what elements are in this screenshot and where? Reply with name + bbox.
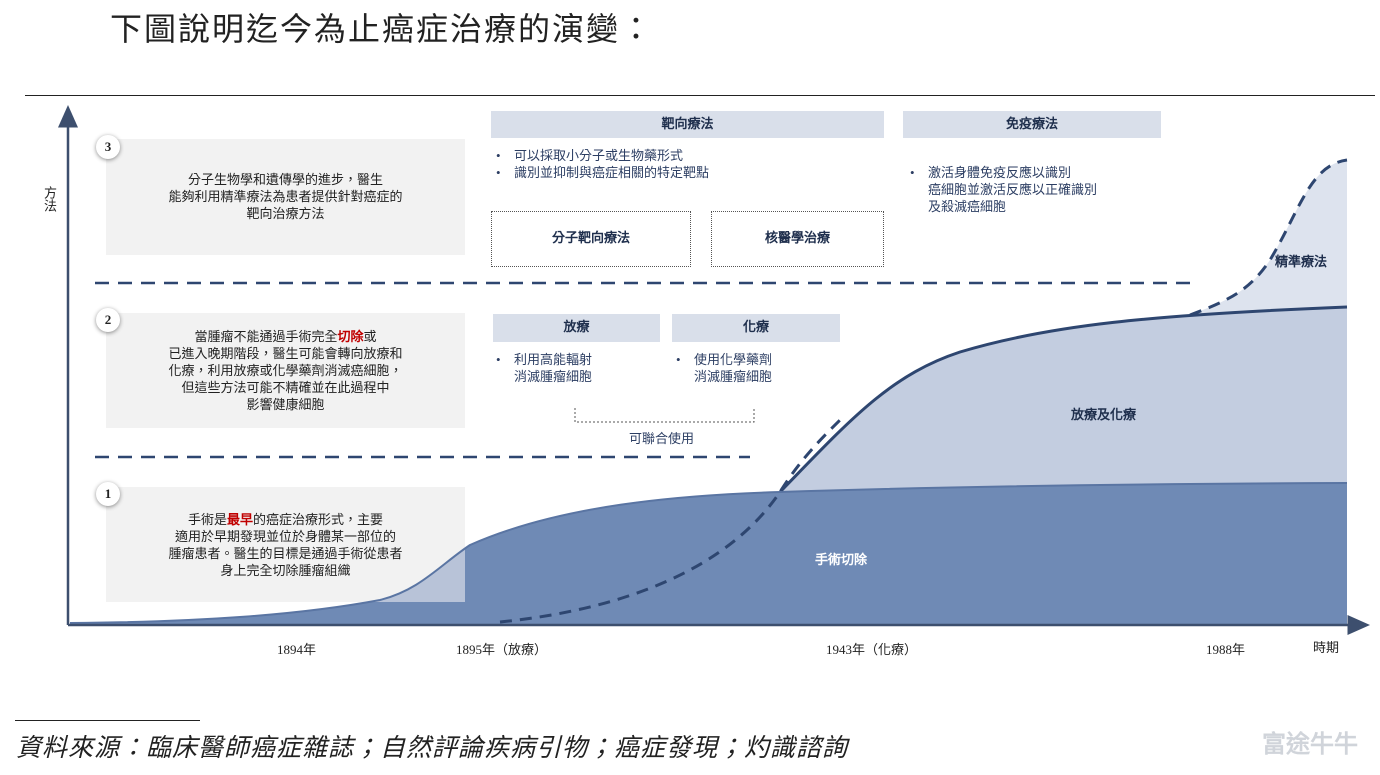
surgery-curve bbox=[69, 482, 1348, 624]
therapy-box: 分子靶向療法 bbox=[491, 211, 691, 267]
surgery-area bbox=[70, 483, 1347, 625]
x-tick-label: 1943年（化療） bbox=[826, 642, 918, 657]
radio-chemo-area bbox=[780, 307, 1347, 492]
level-number: 1 bbox=[96, 482, 120, 506]
bullet-line: 識別並抑制與癌症相關的特定靶點 bbox=[514, 165, 710, 180]
therapy-box: 核醫學治療 bbox=[711, 211, 884, 267]
x-tick-label: 1988年 bbox=[1206, 642, 1246, 657]
x-tick-label: 1894年 bbox=[277, 642, 317, 657]
y-axis-label: 方法 bbox=[42, 186, 57, 212]
description-text: 能夠利用精準療法為患者提供針對癌症的 bbox=[168, 189, 403, 204]
bullet-line: 癌細胞並激活反應以正確識別 bbox=[928, 182, 1098, 197]
description-text: 的癌症治療形式，主要 bbox=[253, 511, 384, 527]
combined-label: 可聯合使用 bbox=[629, 431, 695, 446]
description-text: 身上完全切除腫瘤組織 bbox=[220, 562, 351, 578]
level-description: 分子生物學和遺傳學的進步，醫生能夠利用精準療法為患者提供針對癌症的 靶向治療方法 bbox=[106, 171, 465, 222]
description-text: 手術是 bbox=[187, 511, 227, 527]
section-header: 靶向療法 bbox=[491, 111, 884, 138]
x-tick-label: 1895年（放療） bbox=[456, 642, 548, 657]
description-text: 適用於早期發現並位於身體某一部位的 bbox=[174, 528, 396, 544]
description-emphasis: 切除 bbox=[337, 329, 364, 344]
description-text: 已進入晚期階段，醫生可能會轉向放療和 bbox=[168, 346, 403, 361]
precision-area bbox=[1190, 160, 1347, 315]
x-axis-label: 時期 bbox=[1313, 640, 1340, 655]
description-text: 分子生物學和遺傳學的進步，醫生 bbox=[187, 172, 383, 187]
description-line: 影響健康細胞 bbox=[106, 396, 465, 413]
description-text: 腫瘤患者。醫生的目標是通過手術從患者 bbox=[168, 545, 403, 561]
level-box bbox=[106, 313, 465, 428]
bullet-line: 可以採取小分子或生物藥形式 bbox=[514, 148, 684, 163]
area-label: 精準療法 bbox=[1275, 255, 1328, 270]
description-text: 當腫瘤不能通過手術完全 bbox=[194, 329, 338, 344]
description-line: 分子生物學和遺傳學的進步，醫生 bbox=[106, 171, 465, 188]
bullet-line: 及殺滅癌細胞 bbox=[928, 199, 1007, 214]
description-line: 身上完全切除腫瘤組織 bbox=[106, 562, 465, 579]
source-rule bbox=[15, 720, 200, 721]
description-line: 靶向治療方法 bbox=[106, 205, 465, 222]
bullet-line: 利用高能輻射 bbox=[514, 352, 593, 367]
page-title: 下圖說明迄今為止癌症治療的演變： bbox=[110, 11, 655, 47]
description-emphasis: 最早 bbox=[226, 511, 253, 527]
bullet-line: 消滅腫瘤細胞 bbox=[694, 369, 773, 384]
bullet-line: 激活身體免疫反應以識別 bbox=[928, 165, 1072, 180]
description-text: 但這些方法可能不精確並在此過程中 bbox=[181, 380, 390, 395]
surgery-area-overlay bbox=[368, 548, 465, 602]
level-number: 2 bbox=[96, 308, 120, 332]
description-line: 當腫瘤不能通過手術完全切除或 bbox=[106, 328, 465, 345]
bullet-line: 使用化學藥劑 bbox=[694, 352, 773, 367]
description-line: 已進入晚期階段，醫生可能會轉向放療和 bbox=[106, 345, 465, 362]
description-line: 適用於早期發現並位於身體某一部位的 bbox=[106, 528, 465, 545]
area-label: 手術切除 bbox=[815, 553, 868, 568]
radio-chemo-curve bbox=[778, 305, 1348, 494]
bullet-item: 識別並抑制與癌症相關的特定靶點 bbox=[494, 164, 709, 181]
description-line: 手術是最早的癌症治療形式，主要 bbox=[106, 511, 465, 528]
level-box bbox=[106, 487, 465, 602]
section-header: 放療 bbox=[493, 314, 660, 342]
bullet-line: 消滅腫瘤細胞 bbox=[514, 369, 593, 384]
watermark: 富途牛牛 bbox=[1262, 730, 1358, 758]
description-text: 或 bbox=[363, 329, 377, 344]
diagram bbox=[58, 105, 1370, 635]
title-rule bbox=[25, 95, 1375, 96]
bullet-item: 可以採取小分子或生物藥形式 bbox=[494, 147, 709, 164]
radio-chemo-dashed bbox=[499, 418, 842, 624]
level-description: 手術是最早的癌症治療形式，主要 適用於早期發現並位於身體某一部位的 腫瘤患者。醫生的… bbox=[106, 511, 465, 579]
source-note: 資料來源：臨床醫師癌症雜誌；自然評論疾病引物；癌症發現；灼識諮詢 bbox=[16, 735, 849, 762]
description-line: 腫瘤患者。醫生的目標是通過手術從患者 bbox=[106, 545, 465, 562]
area-label: 放療及化療 bbox=[1071, 408, 1137, 423]
level-description: 當腫瘤不能通過手術完全切除或 已進入晚期階段，醫生可能會轉向放療和 化療，利用放療或… bbox=[106, 328, 465, 413]
description-text: 化療，利用放療或化學藥劑消滅癌細胞， bbox=[168, 363, 403, 378]
description-line: 能夠利用精準療法為患者提供針對癌症的 bbox=[106, 188, 465, 205]
description-line: 但這些方法可能不精確並在此過程中 bbox=[106, 379, 465, 396]
section-header: 免疫療法 bbox=[903, 111, 1161, 138]
level-box bbox=[106, 139, 465, 255]
level-number: 3 bbox=[96, 135, 120, 159]
combined-bracket bbox=[574, 408, 755, 423]
bullet-list: 可以採取小分子或生物藥形式識別並抑制與癌症相關的特定靶點 bbox=[494, 147, 709, 181]
section-header: 化療 bbox=[672, 314, 840, 342]
description-text: 影響健康細胞 bbox=[246, 397, 325, 412]
description-line: 化療，利用放療或化學藥劑消滅癌細胞， bbox=[106, 362, 465, 379]
description-text: 靶向治療方法 bbox=[246, 206, 325, 221]
